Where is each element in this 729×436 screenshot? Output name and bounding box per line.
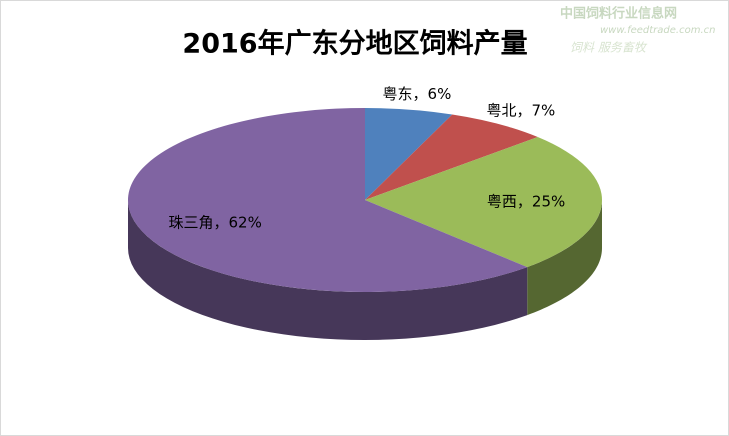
watermark: 饲料 服务畜牧 [570, 41, 648, 55]
pie-slice [365, 108, 453, 200]
data-label: 珠三角，62% [168, 214, 261, 232]
pie-slice [365, 114, 538, 200]
pie-side [527, 200, 602, 316]
pie-side [128, 200, 528, 340]
data-label: 粤东，6% [383, 85, 452, 103]
chart-title: 2016年广东分地区饲料产量 [182, 28, 527, 60]
pie-slice [365, 137, 603, 268]
watermark: www.feedtrade.com.cn [600, 25, 715, 36]
watermark: 中国饲料行业信息网 [560, 6, 677, 22]
pie-slice [127, 108, 528, 293]
data-label: 粤西，25% [487, 192, 565, 210]
data-label: 粤北，7% [486, 101, 555, 119]
